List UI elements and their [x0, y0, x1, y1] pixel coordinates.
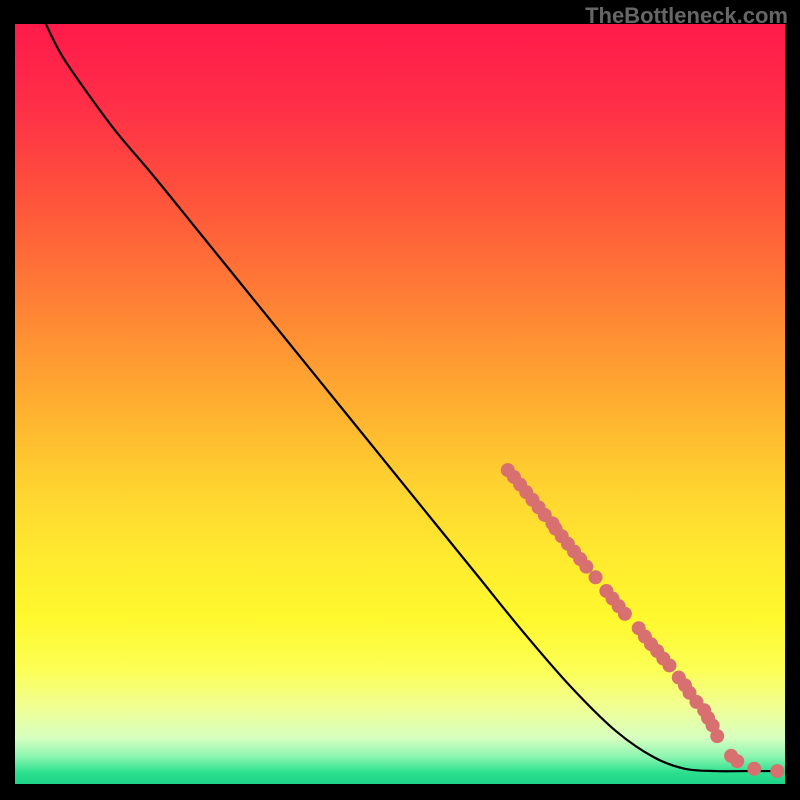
data-marker — [579, 560, 593, 574]
chart-container: TheBottleneck.com — [0, 0, 800, 800]
data-marker — [730, 754, 744, 768]
data-marker — [747, 762, 761, 776]
data-marker — [589, 570, 603, 584]
chart-svg — [15, 24, 785, 784]
data-marker — [663, 658, 677, 672]
data-marker — [618, 607, 632, 621]
watermark-text: TheBottleneck.com — [585, 3, 788, 29]
data-marker — [770, 764, 784, 778]
plot-area — [15, 24, 785, 784]
data-marker — [710, 729, 724, 743]
